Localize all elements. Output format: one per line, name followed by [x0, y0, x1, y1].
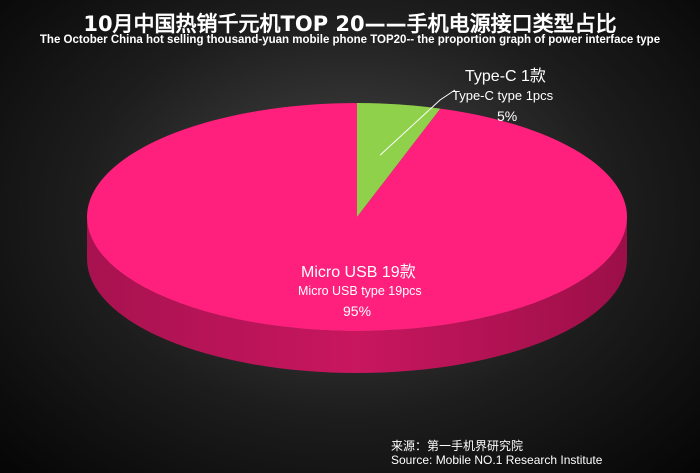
- chart-title: 10月中国热销千元机TOP 20——手机电源接口类型占比: [83, 12, 617, 36]
- slice-percent-typec: 5%: [497, 108, 518, 124]
- chart-subtitle: The October China hot selling thousand-y…: [39, 34, 661, 46]
- slice-label-typec: Type-C 1款: [465, 68, 546, 85]
- pie-slice-micro: [86, 103, 627, 331]
- source-note-english: Source: Mobile NO.1 Research Institute: [391, 453, 603, 467]
- pie-side-wall: [87, 217, 627, 373]
- slice-label-micro-usb: Micro USB 19款: [301, 264, 416, 281]
- slice-description-typec: Type-C type 1pcs: [452, 88, 554, 103]
- slice-description-micro-usb: Micro USB type 19pcs: [298, 284, 422, 298]
- slice-percent-micro-usb: 95%: [343, 303, 372, 319]
- leader-line-typec: [379, 89, 456, 156]
- source-note-chinese: 来源：第一手机界研究院: [391, 439, 524, 453]
- pie-slice-typec: [357, 103, 441, 217]
